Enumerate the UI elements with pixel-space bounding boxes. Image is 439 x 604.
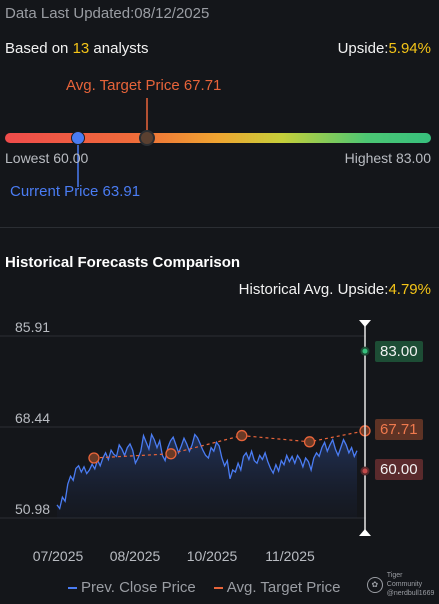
section-divider — [0, 227, 439, 228]
y-tick-label: 68.44 — [15, 410, 50, 426]
legend-swatch-orange — [213, 586, 223, 589]
analyst-count: 13 — [72, 40, 90, 57]
avg-target-point — [88, 452, 100, 464]
based-on-suffix: analysts — [89, 40, 149, 57]
x-tick-label: 07/2025 — [33, 548, 84, 564]
legend-label-prev-close: Prev. Close Price — [81, 579, 196, 596]
avg-target-marker — [139, 130, 155, 146]
legend-item-prev-close[interactable]: Prev. Close Price — [68, 579, 196, 596]
forecast-high-marker — [360, 346, 370, 356]
forecast-low-marker — [360, 466, 370, 476]
forecast-low-tag: 60.00 — [375, 459, 423, 480]
lowest-label: Lowest 60.00 — [5, 150, 89, 166]
current-price-marker — [71, 131, 85, 145]
avg-target-point — [165, 448, 177, 460]
price-range-bar — [5, 133, 431, 143]
y-tick-label: 85.91 — [15, 319, 50, 335]
current-price-label: Current Price 63.91 — [10, 183, 141, 200]
based-on-prefix: Based on — [5, 40, 73, 57]
highest-label: Highest 83.00 — [344, 150, 431, 166]
legend-label-avg-target: Avg. Target Price — [226, 579, 341, 596]
upside-label: Upside: — [337, 40, 389, 57]
legend-item-avg-target[interactable]: Avg. Target Price — [213, 579, 341, 596]
forecast-chart[interactable]: 85.91 68.44 50.98 07/2025 08/2025 10/2025 11/2… — [0, 310, 439, 570]
forecast-high-tag: 83.00 — [375, 341, 423, 362]
x-tick-label: 10/2025 — [187, 548, 238, 564]
analyst-count-text: Based on 13 analysts — [5, 40, 148, 57]
watermark-user: @nerdbull1669 — [386, 590, 435, 597]
x-tick-label: 11/2025 — [265, 548, 315, 564]
historical-upside-value: 4.79% — [388, 281, 431, 298]
x-tick-label: 08/2025 — [110, 548, 161, 564]
price-area — [57, 434, 357, 518]
updated-date: 08/12/2025 — [134, 5, 210, 22]
avg-target-point — [303, 436, 316, 448]
section-title: Historical Forecasts Comparison — [5, 254, 241, 271]
historical-upside-label: Historical Avg. Upside: — [238, 281, 389, 298]
last-updated: Data Last Updated:08/12/2025 — [5, 5, 209, 22]
tiger-logo-icon: ✿ — [367, 576, 383, 593]
range-handles — [71, 130, 155, 146]
watermark-brand: Tiger Community — [386, 572, 423, 588]
legend-swatch-blue — [68, 586, 77, 589]
forecast-bottom-arrow — [359, 529, 371, 536]
prev-close-line — [56, 432, 358, 511]
chart-legend: Prev. Close Price Avg. Target Price — [68, 579, 340, 596]
forecast-avg-tag: 67.71 — [375, 419, 423, 440]
updated-label: Data Last Updated: — [5, 5, 135, 22]
y-tick-label: 50.98 — [15, 501, 50, 517]
upside-value: 5.94% — [388, 40, 431, 57]
watermark: ✿ Tiger Community @nerdbull1669 — [367, 571, 439, 598]
avg-target-label: Avg. Target Price 67.71 — [66, 77, 222, 94]
forecast-top-arrow — [359, 320, 371, 327]
avg-target-point — [236, 429, 248, 442]
upside-text: Upside:5.94% — [338, 40, 431, 57]
historical-upside-text: Historical Avg. Upside:4.79% — [239, 281, 431, 298]
